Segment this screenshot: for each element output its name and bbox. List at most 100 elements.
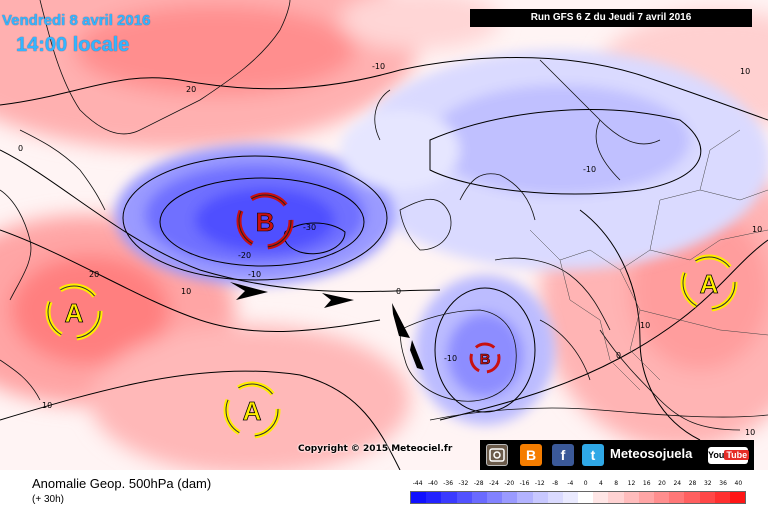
scale-tick-label: 16 <box>642 480 651 487</box>
scale-tick-label: 12 <box>627 480 636 487</box>
forecast-time: 14:00 locale <box>16 34 130 56</box>
wind-arrow-icon <box>230 282 268 300</box>
forecast-step: (+ 30h) <box>32 494 64 505</box>
contour-labels: 20 -10 0 -10 -20 -30 -10 20 10 0 10 -10 … <box>18 62 762 437</box>
scale-tick-label: -20 <box>504 480 515 487</box>
twitter-icon[interactable]: t <box>582 444 604 466</box>
coastlines <box>0 0 768 431</box>
scale-swatch <box>562 492 579 503</box>
low-center-iberia: B <box>469 342 501 374</box>
scale-swatch <box>654 492 670 503</box>
scale-swatch <box>669 492 685 503</box>
contour-label: 0 <box>18 144 23 153</box>
youtube-icon[interactable]: You Tube <box>708 447 750 464</box>
map-title: Anomalie Geop. 500hPa (dam) <box>32 476 212 491</box>
scale-tick-label: 8 <box>614 480 619 487</box>
low-pressure-label: B <box>256 207 275 237</box>
contour-label: -10 <box>372 62 385 71</box>
scale-swatch <box>578 492 594 503</box>
scale-swatch <box>638 492 654 503</box>
contour-label: 20 <box>89 270 99 279</box>
scale-tick-label: 28 <box>688 480 697 487</box>
facebook-icon[interactable]: f <box>552 444 574 466</box>
scale-tick-label: 24 <box>673 480 682 487</box>
contour-label: 20 <box>186 85 196 94</box>
scale-swatch <box>623 492 639 503</box>
high-center-east-europe: A <box>680 254 738 312</box>
contour-label: -10 <box>444 354 457 363</box>
scale-tick-label: 36 <box>719 480 727 487</box>
scale-swatch <box>714 492 730 503</box>
scale-tick-label: -4 <box>567 480 574 487</box>
scale-swatch <box>608 492 624 503</box>
scale-swatch <box>517 492 533 503</box>
low-center-atlantic: B <box>236 192 294 250</box>
wind-arrow-icon <box>322 293 354 308</box>
geopotential-anomaly-map: 20 -10 0 -10 -20 -30 -10 20 10 0 10 -10 … <box>0 0 768 470</box>
high-pressure-label: A <box>65 298 84 328</box>
scale-tick-label: -24 <box>489 480 499 487</box>
contour-label: 10 <box>640 321 650 330</box>
scale-tick-label: 4 <box>598 480 603 487</box>
model-run-banner: Run GFS 6 Z du Jeudi 7 avril 2016 <box>470 9 752 27</box>
scale-tick-label: -28 <box>473 480 484 487</box>
scale-swatch <box>532 492 548 503</box>
scale-tick-label: 40 <box>734 480 743 487</box>
blogger-icon[interactable]: B <box>520 444 542 466</box>
contour-label: -20 <box>238 251 251 260</box>
scale-tick-label: 20 <box>658 480 666 487</box>
contour-label: 10 <box>181 287 191 296</box>
scale-tick-label: -40 <box>428 480 438 487</box>
brand-name[interactable]: Meteosojuela <box>610 446 693 461</box>
scale-tick-label: 0 <box>583 480 588 487</box>
contour-label: 10 <box>745 428 755 437</box>
scale-swatch <box>502 492 518 503</box>
scale-swatch <box>456 492 472 503</box>
cyclonic-rotation-icon <box>469 342 501 374</box>
contour-label: 10 <box>42 401 52 410</box>
scale-tick-label: -12 <box>534 480 545 487</box>
country-borders <box>529 129 768 391</box>
scale-swatch <box>486 492 503 503</box>
scale-swatch <box>593 492 609 503</box>
social-bar: B f t Meteosojuela You Tube <box>480 440 754 470</box>
scale-tick-label: 32 <box>703 480 712 487</box>
scale-swatch <box>729 492 746 503</box>
contour-label: -10 <box>248 270 261 279</box>
scale-tick-label: -16 <box>519 480 530 487</box>
scale-swatch <box>426 492 442 503</box>
forecast-date: Vendredi 8 avril 2016 <box>2 12 151 29</box>
scale-tick-label: -36 <box>443 480 454 487</box>
scale-swatch <box>471 492 487 503</box>
scale-bar <box>410 491 746 504</box>
scale-labels: -44 -40 -36 -32 -28 -24 -20 -16 -12 -8 -4 0 4 8 12 16 20… <box>410 480 746 490</box>
contour-label: 0 <box>396 287 401 296</box>
youtube-you-text: You <box>708 450 725 460</box>
wind-arrow-icon <box>392 303 410 338</box>
contour-lines <box>0 57 768 470</box>
youtube-tube-text: Tube <box>724 450 750 460</box>
scale-tick-label: -44 <box>412 480 423 487</box>
scale-swatch <box>684 492 700 503</box>
copyright-notice: Copyright © 2015 Meteociel.fr <box>298 444 453 454</box>
low-pressure-label: B <box>480 351 491 368</box>
contour-label: 10 <box>740 67 750 76</box>
scale-tick-label: -8 <box>552 480 559 487</box>
high-pressure-label: A <box>700 269 719 299</box>
contour-label: 10 <box>752 225 762 234</box>
jet-stream-arrows <box>230 282 424 370</box>
instagram-icon[interactable] <box>486 444 508 466</box>
wind-arrow-icon <box>410 340 424 370</box>
contour-label: -10 <box>583 165 596 174</box>
high-center-mid-atlantic: A <box>223 381 281 439</box>
scale-swatch <box>699 492 715 503</box>
contour-label: -30 <box>303 223 316 232</box>
color-scale-legend: -44 -40 -36 -32 -28 -24 -20 -16 -12 -8 -4 0 4 8 12 16 20… <box>410 480 746 506</box>
scale-swatch <box>411 492 427 503</box>
high-pressure-label: A <box>243 396 262 426</box>
contour-label: 0 <box>616 351 621 360</box>
scale-swatch <box>547 492 563 503</box>
high-center-west-atlantic: A <box>45 283 103 341</box>
scale-tick-label: -32 <box>458 480 469 487</box>
